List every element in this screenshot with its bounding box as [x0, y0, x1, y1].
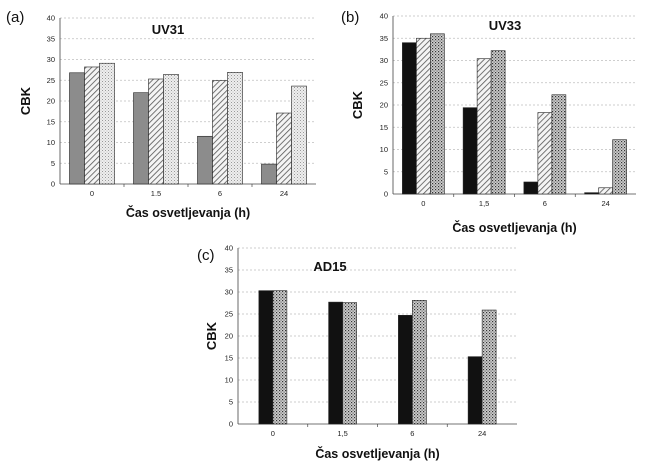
y-tick-label: 35 [47, 34, 55, 43]
y-tick-label: 40 [47, 14, 55, 23]
y-tick-label: 20 [380, 101, 388, 110]
y-tick-label: 35 [380, 34, 388, 43]
y-tick-label: 35 [225, 266, 233, 275]
y-axis-label: CBK [18, 86, 33, 115]
x-tick-label: 6 [410, 429, 414, 438]
x-tick-label: 24 [601, 199, 609, 208]
bar-series-0-cat-2 [398, 315, 413, 425]
bar-series-0-cat-3 [584, 192, 599, 195]
bar-series-1-cat-0 [416, 37, 431, 195]
y-tick-label: 10 [225, 376, 233, 385]
bar-series-0-cat-3 [261, 163, 277, 185]
bar-series-2-cat-1 [490, 50, 506, 195]
y-tick-label: 15 [47, 117, 55, 126]
bar-series-1-cat-1 [342, 302, 357, 425]
bar-series-1-cat-3 [276, 112, 292, 185]
y-tick-label: 20 [225, 332, 233, 341]
y-tick-label: 0 [229, 420, 233, 429]
bar-series-1-cat-0 [84, 66, 100, 185]
y-tick-label: 20 [47, 97, 55, 106]
bar-series-2-cat-0 [99, 62, 115, 185]
y-tick-label: 30 [225, 288, 233, 297]
y-axis-label: CBK [204, 321, 219, 350]
chart-panel-1: 0 5 10 15 20 25 30 35 40 0 1,5 6 24 (b) UV33 CBK Čas osv… [341, 9, 636, 235]
bar-series-1-cat-2 [537, 112, 553, 195]
x-tick-label: 6 [543, 199, 547, 208]
chart-title: AD15 [313, 259, 346, 274]
x-tick-label: 0 [271, 429, 275, 438]
y-tick-label: 10 [47, 138, 55, 147]
panel-label: (a) [6, 9, 24, 26]
y-tick-label: 25 [225, 310, 233, 319]
x-tick-label: 1,5 [337, 429, 347, 438]
bar-series-1-cat-2 [412, 300, 427, 425]
bar-series-2-cat-3 [612, 139, 627, 195]
y-tick-label: 5 [384, 167, 388, 176]
bar-series-0-cat-1 [133, 92, 149, 185]
y-tick-label: 5 [229, 398, 233, 407]
bar-series-2-cat-2 [551, 94, 567, 195]
bar-series-0-cat-2 [523, 181, 539, 195]
bar-series-0-cat-0 [258, 290, 274, 425]
y-tick-label: 15 [225, 354, 233, 363]
panel-label: (b) [341, 9, 359, 26]
y-tick-label: 40 [380, 12, 388, 21]
x-axis-label: Čas osvetljevanja (h) [315, 446, 439, 461]
panel-label: (c) [197, 247, 215, 264]
bar-series-1-cat-0 [272, 290, 288, 425]
bar-series-1-cat-1 [148, 78, 164, 185]
bar-series-0-cat-1 [328, 301, 343, 425]
bar-series-1-cat-2 [212, 80, 228, 185]
y-tick-label: 30 [380, 56, 388, 65]
y-tick-label: 30 [47, 55, 55, 64]
bar-series-2-cat-3 [291, 85, 307, 185]
x-tick-label: 0 [90, 189, 94, 198]
bar-series-2-cat-2 [227, 72, 243, 185]
chart-title: UV33 [489, 18, 522, 33]
x-axis-label: Čas osvetljevanja (h) [452, 220, 576, 235]
bar-series-0-cat-1 [462, 107, 478, 195]
chart-title: UV31 [152, 22, 185, 37]
x-tick-label: 24 [478, 429, 486, 438]
y-tick-label: 0 [384, 190, 388, 199]
x-tick-label: 1.5 [151, 189, 161, 198]
x-tick-label: 0 [421, 199, 425, 208]
chart-panel-2: 0 5 10 15 20 25 30 35 40 0 1,5 6 24 (c) AD15 CBK Čas osv… [197, 244, 517, 461]
bar-series-2-cat-1 [163, 74, 179, 185]
y-tick-label: 25 [47, 76, 55, 85]
bar-series-2-cat-0 [430, 33, 445, 195]
x-axis-label: Čas osvetljevanja (h) [126, 205, 250, 220]
y-tick-label: 10 [380, 145, 388, 154]
y-axis-label: CBK [350, 90, 365, 119]
bar-series-1-cat-3 [481, 309, 497, 425]
bar-series-0-cat-0 [402, 42, 417, 195]
x-tick-label: 1,5 [479, 199, 489, 208]
y-tick-label: 40 [225, 244, 233, 253]
bar-series-1-cat-1 [476, 58, 492, 195]
y-tick-label: 0 [51, 180, 55, 189]
y-tick-label: 25 [380, 78, 388, 87]
bar-series-0-cat-3 [467, 356, 483, 425]
x-tick-label: 24 [280, 189, 288, 198]
y-tick-label: 15 [380, 123, 388, 132]
chart-panel-0: 0 5 10 15 20 25 30 35 40 0 1.5 6 24 (a) UV31 CBK Čas osv… [6, 9, 316, 220]
x-tick-label: 6 [218, 189, 222, 198]
y-tick-label: 5 [51, 159, 55, 168]
bar-series-1-cat-3 [598, 187, 613, 195]
bar-series-0-cat-2 [197, 135, 213, 185]
bar-series-0-cat-0 [69, 72, 85, 185]
